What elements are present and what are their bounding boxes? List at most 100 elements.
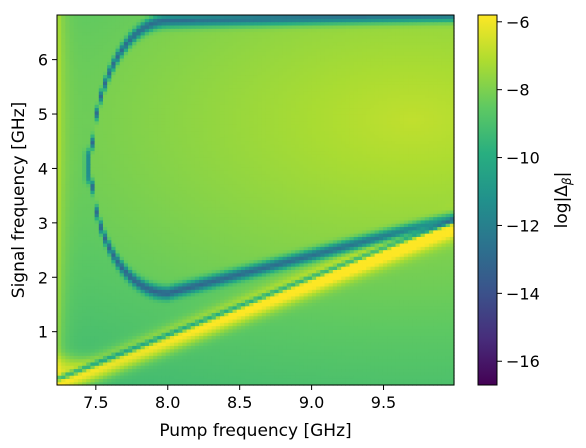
heatmap-cell: [261, 275, 267, 280]
heatmap-cell: [102, 328, 108, 333]
heatmap-cell: [437, 249, 443, 254]
heatmap-cell: [420, 351, 426, 356]
heatmap-cell: [136, 348, 142, 353]
heatmap-cell: [324, 285, 330, 290]
heatmap-cell: [174, 358, 179, 363]
heatmap-cell: [190, 289, 196, 294]
heatmap-cell: [236, 295, 242, 300]
heatmap-cell: [240, 229, 246, 234]
heatmap-cell: [420, 322, 426, 327]
heatmap-cell: [278, 322, 284, 327]
heatmap-cell: [128, 338, 133, 343]
heatmap-cell: [378, 239, 384, 244]
heatmap-cell: [140, 285, 146, 290]
heatmap-cell: [102, 375, 108, 379]
heatmap-cell: [366, 338, 372, 343]
heatmap-cell: [286, 262, 292, 267]
heatmap-cell: [98, 318, 104, 323]
heatmap-cell: [132, 242, 137, 247]
heatmap-cell: [140, 249, 146, 254]
heatmap-cell: [219, 328, 225, 333]
heatmap-cell: [169, 322, 175, 327]
heatmap-cell: [90, 381, 96, 386]
heatmap-cell: [278, 315, 284, 320]
heatmap-cell: [265, 282, 271, 287]
heatmap-cell: [199, 335, 204, 340]
heatmap-cell: [119, 262, 125, 267]
heatmap-cell: [215, 289, 221, 294]
heatmap-cell: [366, 348, 372, 353]
heatmap-cell: [270, 351, 275, 356]
heatmap-cell: [261, 295, 267, 300]
heatmap-cell: [299, 246, 305, 251]
heatmap-cell: [441, 256, 447, 261]
heatmap-cell: [449, 371, 455, 376]
heatmap-cell: [245, 219, 250, 224]
heatmap-cell: [157, 289, 163, 294]
heatmap-cell: [148, 262, 154, 267]
heatmap-cell: [345, 223, 351, 228]
heatmap-cell: [291, 322, 296, 327]
heatmap-cell: [307, 262, 313, 267]
heatmap-cell: [311, 315, 317, 320]
heatmap-cell: [278, 259, 284, 264]
heatmap-cell: [182, 325, 188, 330]
heatmap-cell: [144, 365, 150, 370]
heatmap-cell: [69, 259, 75, 264]
heatmap-cell: [57, 375, 62, 379]
heatmap-cell: [98, 272, 104, 277]
heatmap-cell: [362, 309, 367, 313]
heatmap-cell: [437, 242, 443, 247]
heatmap-cell: [391, 299, 397, 304]
heatmap-cell: [182, 305, 188, 310]
heatmap-cell: [378, 335, 384, 340]
heatmap-cell: [111, 219, 117, 224]
heatmap-cell: [282, 269, 288, 274]
heatmap-cell: [428, 292, 434, 297]
heatmap-cell: [161, 282, 167, 287]
heatmap-cell: [253, 272, 259, 277]
heatmap-cell: [320, 279, 326, 284]
heatmap-cell: [257, 236, 263, 241]
heatmap-cell: [182, 266, 188, 270]
heatmap-cell: [311, 279, 317, 284]
heatmap-cell: [236, 335, 242, 340]
heatmap-cell: [391, 335, 397, 340]
heatmap-cell: [94, 249, 100, 254]
heatmap-cell: [282, 209, 288, 214]
heatmap-cell: [119, 378, 125, 383]
heatmap-cell: [274, 342, 280, 346]
heatmap-cell: [332, 289, 338, 294]
heatmap-cell: [253, 315, 259, 320]
heatmap-cell: [433, 229, 438, 234]
heatmap-cell: [428, 348, 434, 353]
heatmap-cell: [169, 279, 175, 284]
heatmap-cell: [437, 358, 443, 363]
heatmap-cell: [169, 325, 175, 330]
heatmap-cell: [69, 318, 75, 323]
heatmap-cell: [295, 266, 300, 270]
heatmap-cell: [232, 371, 238, 376]
heatmap-cell: [420, 342, 426, 346]
heatmap-cell: [215, 378, 221, 383]
heatmap-cell: [357, 305, 363, 310]
heatmap-cell: [174, 299, 179, 304]
heatmap-cell: [416, 358, 422, 363]
heatmap-cell: [399, 219, 405, 224]
heatmap-cell: [428, 351, 434, 356]
heatmap-cell: [148, 239, 154, 244]
heatmap-cell: [136, 269, 142, 274]
heatmap-cell: [445, 365, 451, 370]
heatmap-cell: [94, 322, 100, 327]
heatmap-cell: [199, 295, 204, 300]
heatmap-cell: [261, 332, 267, 337]
heatmap-cell: [157, 279, 163, 284]
heatmap-cell: [270, 246, 275, 251]
heatmap-cell: [311, 345, 317, 350]
heatmap-cell: [102, 252, 108, 257]
heatmap-cell: [249, 302, 255, 307]
heatmap-cell: [270, 322, 275, 327]
heatmap-cell: [240, 256, 246, 261]
heatmap-cell: [207, 242, 213, 247]
heatmap-cell: [136, 328, 142, 333]
